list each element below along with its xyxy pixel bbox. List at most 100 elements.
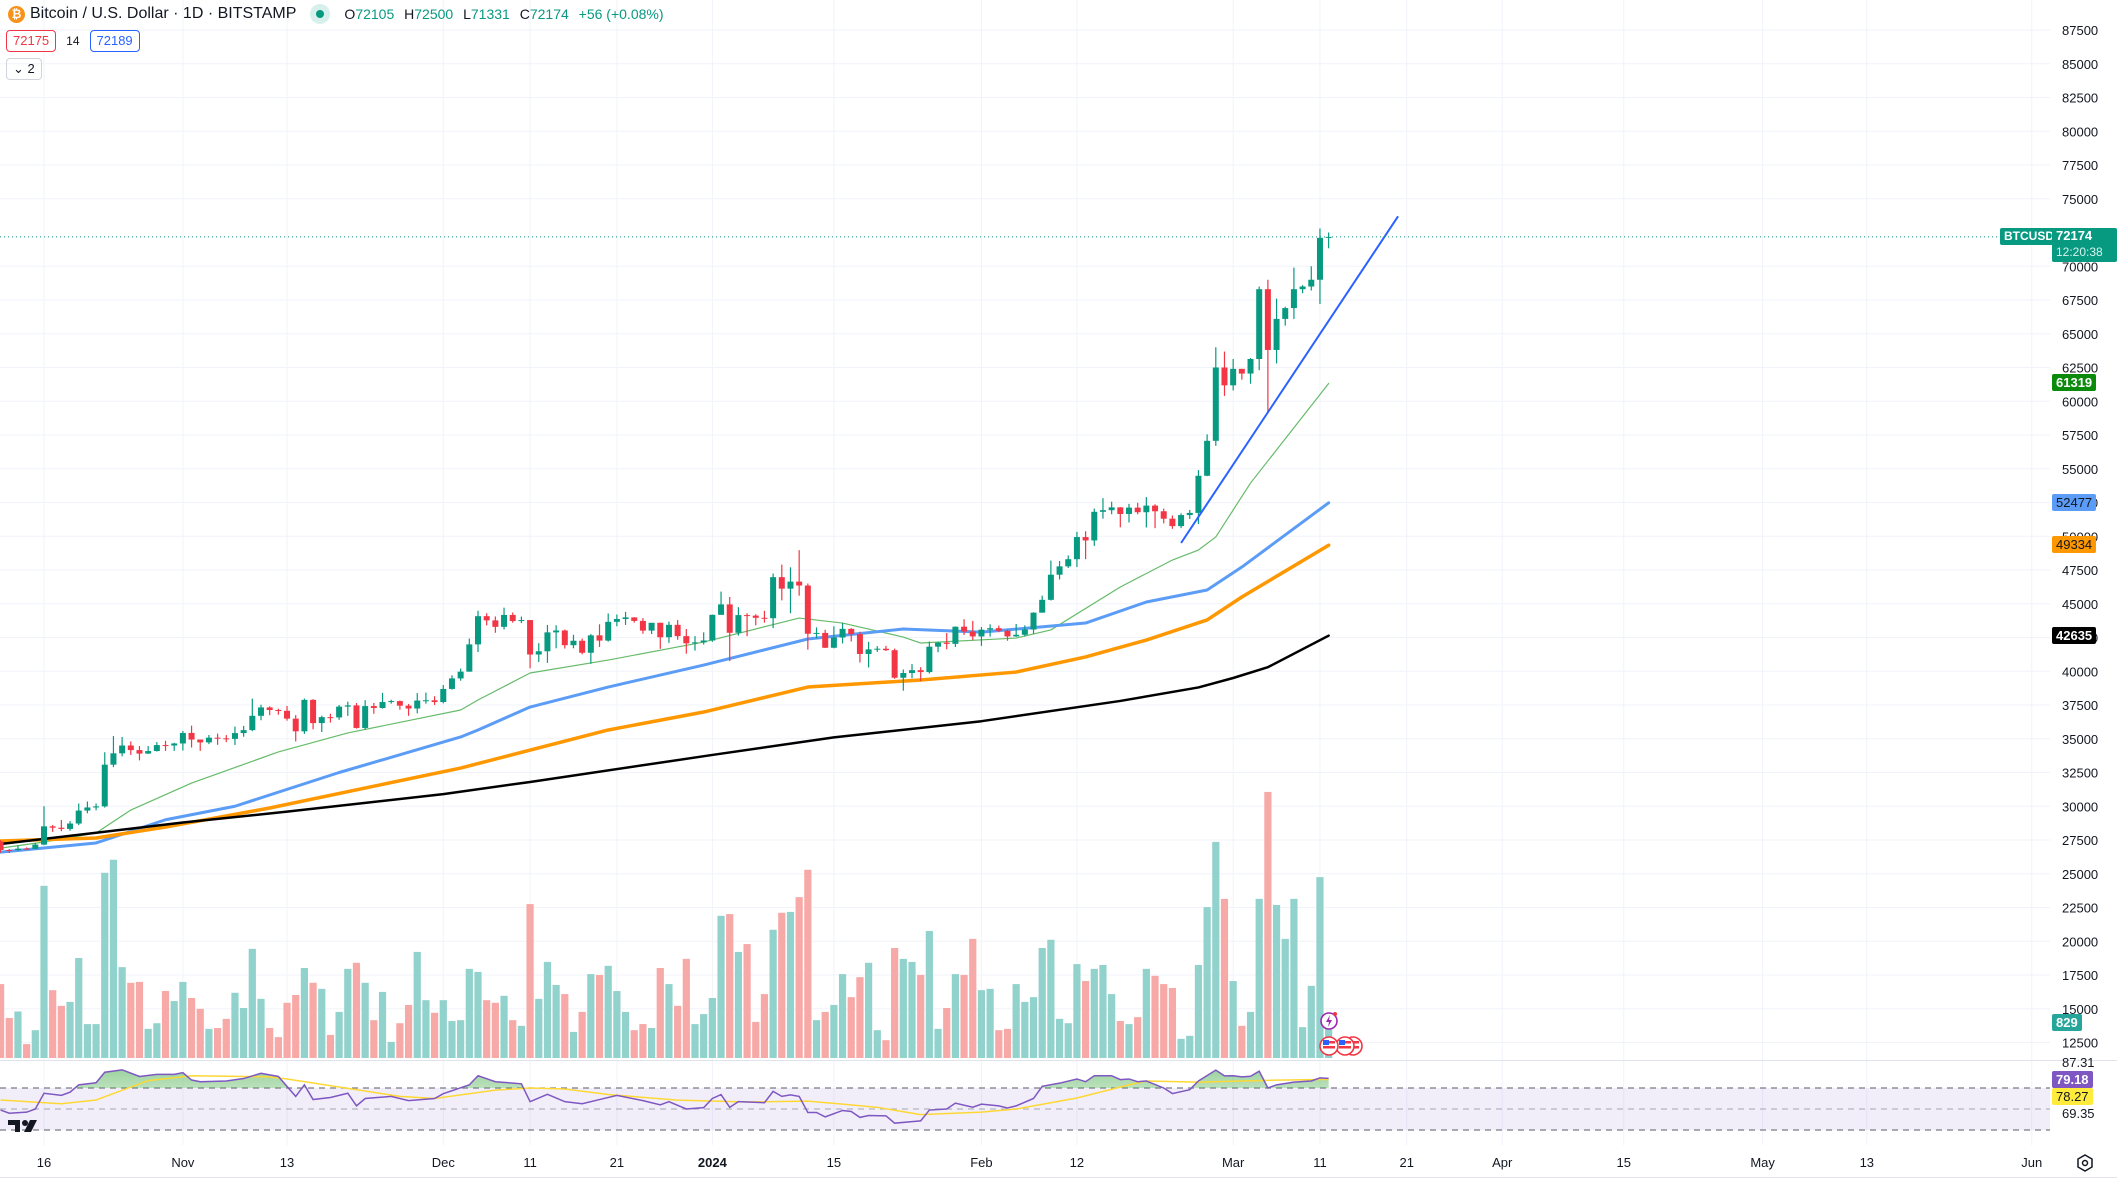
volume-bar: [674, 1005, 682, 1058]
candle-body: [475, 616, 481, 645]
candle-body: [1264, 289, 1271, 350]
volume-bar: [214, 1028, 222, 1058]
candle-body: [735, 615, 742, 633]
candle-body: [1290, 289, 1297, 309]
time-axis-label: 21: [1400, 1155, 1414, 1170]
candle-body: [101, 764, 108, 807]
volume-bar: [0, 984, 5, 1058]
candle-body: [179, 732, 186, 744]
volume-bar: [812, 1020, 821, 1058]
indicators-count: 2: [27, 61, 35, 76]
symbol-price-tag: BTCUSD: [2000, 228, 2058, 245]
candle-body: [422, 700, 429, 702]
candle-body: [284, 710, 291, 719]
candle-body: [440, 688, 447, 703]
candle-body: [396, 701, 403, 706]
volume-bar: [222, 1018, 230, 1058]
volume-bar: [439, 1000, 447, 1058]
price-axis-label: 22500: [2062, 901, 2098, 916]
candle-body: [856, 634, 863, 654]
volume-bar: [587, 974, 595, 1058]
candle-body: [119, 745, 126, 754]
candle-body: [405, 705, 412, 709]
volume-bar: [1168, 988, 1176, 1058]
volume-bar: [205, 1028, 213, 1058]
candle-body: [49, 826, 56, 828]
volume-bar: [760, 994, 769, 1058]
volume-bar: [248, 948, 256, 1058]
economic-event-icon[interactable]: [1320, 1012, 1338, 1030]
flag-stripe: [1339, 1046, 1351, 1049]
volume-bar: [925, 931, 933, 1058]
time-axis-label: 21: [610, 1155, 624, 1170]
drawings[interactable]: [0, 215, 2050, 544]
us-flag-event-icon[interactable]: [1335, 1036, 1355, 1056]
candle-body: [639, 620, 646, 631]
volume-bar: [630, 1030, 638, 1058]
candle-body: [995, 628, 1002, 631]
event-markers[interactable]: [1319, 1012, 1363, 1056]
volume-bar: [1151, 975, 1159, 1058]
candle-body: [587, 635, 594, 653]
candle-body: [804, 585, 811, 634]
candle-body: [674, 624, 681, 637]
volume-bar: [318, 988, 326, 1058]
price-axis-label: 37500: [2062, 698, 2098, 713]
us-flag-event-icon[interactable]: [1319, 1036, 1339, 1056]
price-axis-label: 67500: [2062, 293, 2098, 308]
candle-body: [162, 745, 169, 747]
buy-button[interactable]: 72189: [89, 30, 140, 52]
time-axis-label: 15: [827, 1155, 841, 1170]
candle-body: [1091, 511, 1098, 541]
ma50-badge: 52477: [2052, 494, 2097, 511]
volume-bar: [465, 968, 473, 1058]
rsi-pane: [0, 1069, 2050, 1131]
volume-bar: [1299, 1027, 1307, 1058]
time-axis-label: 12: [1070, 1155, 1084, 1170]
time-axis-label: Dec: [432, 1155, 456, 1170]
volume-bar: [856, 977, 864, 1058]
open-value: 72105: [355, 6, 395, 22]
volume-bar: [352, 962, 361, 1058]
candle-body: [900, 673, 907, 678]
candle-body: [1039, 599, 1046, 613]
price-axis-label: 47500: [2062, 563, 2098, 578]
volume-bar: [292, 994, 300, 1058]
candle-body: [240, 730, 247, 734]
symbol-legend[interactable]: ₿ Bitcoin / U.S. Dollar · 1D · BITSTAMP …: [8, 2, 670, 26]
volume-bar: [127, 982, 135, 1058]
candle-body: [1108, 507, 1115, 511]
volume-bar: [1047, 939, 1055, 1058]
candle-body: [6, 849, 13, 851]
candle-body: [553, 630, 560, 633]
candle-body: [535, 651, 542, 655]
sell-button[interactable]: 72175: [6, 30, 57, 52]
settings-gear-icon[interactable]: [2076, 1154, 2094, 1172]
candle-body: [657, 622, 664, 638]
price-axis-label: 15000: [2062, 1002, 2098, 1017]
volume-bar: [613, 991, 621, 1058]
candle-body: [1299, 286, 1306, 290]
candle-body: [1134, 507, 1141, 513]
volume-bar: [283, 1002, 291, 1058]
candle-body: [145, 751, 152, 754]
candle-body: [1230, 368, 1237, 386]
time-axis-label: 15: [1617, 1155, 1631, 1170]
volume-bar: [995, 1030, 1003, 1058]
candle-body: [822, 632, 829, 648]
market-open-status-icon[interactable]: [310, 4, 331, 24]
volume-bar: [257, 998, 265, 1058]
volume-bar: [561, 994, 569, 1058]
volume-bar: [5, 1018, 13, 1058]
time-axis-label: Nov: [171, 1155, 195, 1170]
volume-bar: [873, 1030, 881, 1058]
time-axis-label: Jun: [2021, 1155, 2042, 1170]
high-label: H: [404, 6, 415, 22]
volume-bar: [656, 968, 664, 1058]
tradingview-logo[interactable]: [8, 1118, 42, 1134]
candle-body: [23, 848, 30, 850]
indicators-toggle-button[interactable]: ⌄ 2: [6, 58, 42, 80]
symbol-title[interactable]: Bitcoin / U.S. Dollar · 1D · BITSTAMP: [30, 5, 297, 22]
volume-bar: [92, 1024, 100, 1058]
